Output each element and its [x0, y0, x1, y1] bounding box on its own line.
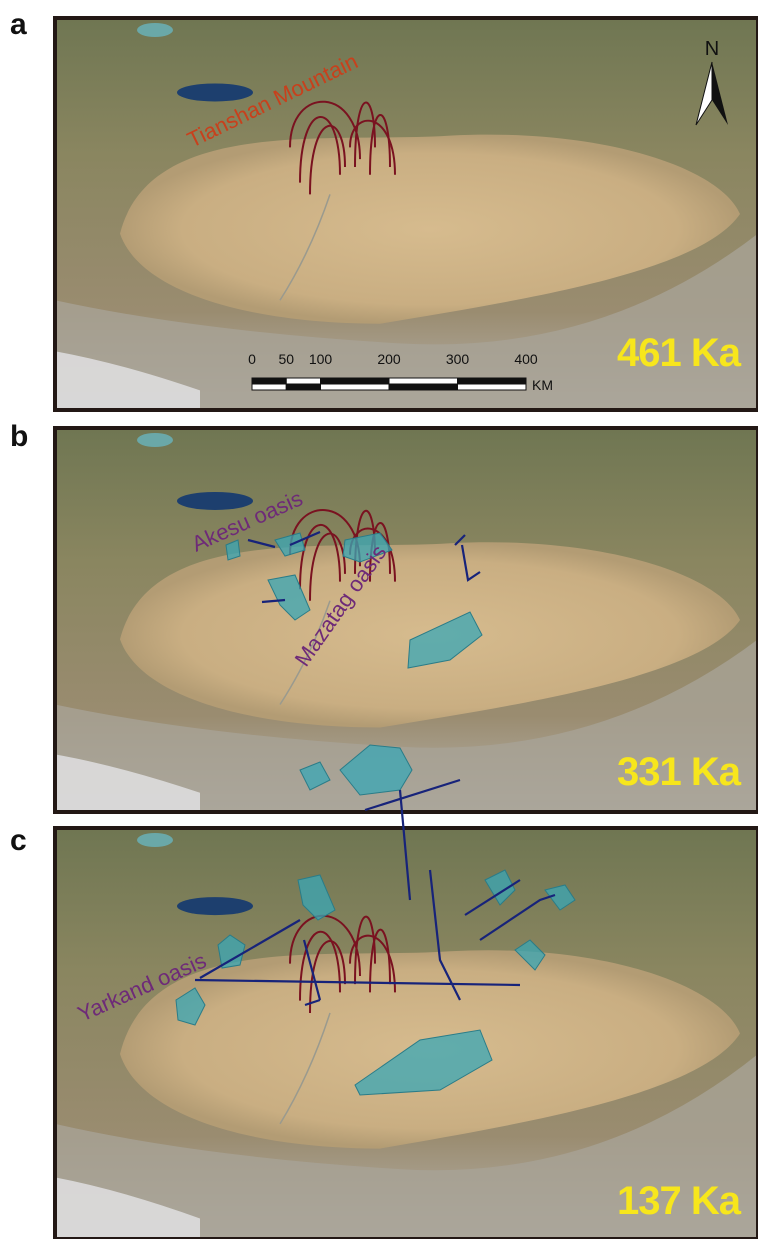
scale-segment	[389, 378, 458, 384]
lake	[177, 492, 253, 510]
scale-segment	[458, 378, 527, 384]
lake	[177, 83, 253, 101]
panel-label: b	[10, 420, 28, 453]
scale-segment	[458, 384, 527, 390]
lake	[137, 433, 173, 447]
scale-tick-label: 50	[278, 351, 294, 367]
north-label: N	[705, 38, 719, 60]
age-label: 331 Ka	[617, 750, 742, 794]
figure: a b c Tianshan Mountain Akesu oasis Maza…	[0, 0, 758, 1239]
scale-tick-label: 400	[514, 351, 538, 367]
lake	[137, 833, 173, 847]
panel-label: c	[10, 824, 27, 857]
age-label: 461 Ka	[617, 331, 742, 375]
scale-segment	[252, 378, 286, 384]
panel-label: a	[10, 8, 27, 41]
scale-segment	[286, 378, 320, 384]
scale-segment	[252, 384, 286, 390]
age-label: 137 Ka	[617, 1179, 742, 1223]
maps	[55, 18, 758, 1239]
lake	[137, 23, 173, 37]
scale-unit: KM	[532, 377, 553, 393]
page: a b c Tianshan Mountain Akesu oasis Maza…	[0, 0, 758, 1239]
scale-segment	[321, 378, 390, 384]
scale-tick-label: 300	[446, 351, 470, 367]
lake	[177, 897, 253, 915]
scale-segment	[286, 384, 320, 390]
scale-tick-label: 200	[377, 351, 401, 367]
scale-segment	[389, 384, 458, 390]
scale-tick-label: 0	[248, 351, 256, 367]
scale-tick-label: 100	[309, 351, 333, 367]
scale-segment	[321, 384, 390, 390]
